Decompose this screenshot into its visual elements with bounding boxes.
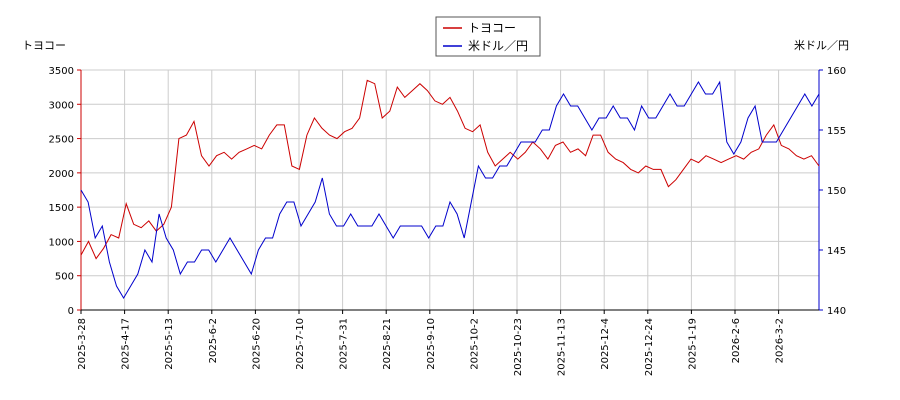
left-tick-label: 0 bbox=[68, 306, 74, 317]
x-tick-label: 2026-3-2 bbox=[775, 318, 786, 363]
right-tick-label: 140 bbox=[827, 306, 846, 317]
x-tick-label: 2025-5-13 bbox=[164, 318, 175, 370]
right-tick-label: 155 bbox=[827, 126, 846, 137]
left-tick-label: 2000 bbox=[49, 169, 74, 180]
x-tick-label: 2025-3-28 bbox=[77, 318, 88, 370]
plot-frame bbox=[81, 69, 820, 310]
x-tick-label: 2025-10-23 bbox=[513, 318, 524, 376]
left-tick-label: 500 bbox=[55, 272, 74, 283]
legend: トヨコー 米ドル／円 bbox=[435, 16, 541, 57]
right-axis: 140 145 150 155 160 bbox=[818, 66, 846, 317]
x-tick-label: 2025-6-2 bbox=[208, 318, 219, 363]
legend-box bbox=[435, 16, 541, 57]
x-tick-label: 2025-7-31 bbox=[339, 318, 350, 370]
right-axis-title: 米ドル／円 bbox=[794, 39, 849, 52]
right-tick-label: 160 bbox=[827, 66, 846, 77]
right-tick-label: 150 bbox=[827, 186, 846, 197]
series-line-usdjpy bbox=[80, 80, 820, 299]
left-tick-label: 1000 bbox=[49, 237, 74, 248]
legend-label-usdjpy: 米ドル／円 bbox=[468, 39, 528, 53]
series-line-toyoko bbox=[80, 79, 820, 260]
right-tick-label: 145 bbox=[827, 246, 846, 257]
x-tick-label: 2025-1-19 bbox=[687, 318, 698, 370]
left-tick-label: 3500 bbox=[49, 66, 74, 77]
x-tick-label: 2025-8-21 bbox=[382, 318, 393, 370]
x-tick-label: 2025-12-4 bbox=[600, 318, 611, 370]
left-axis-title: トヨコー bbox=[22, 39, 66, 52]
legend-label-toyoko: トヨコー bbox=[468, 21, 516, 35]
x-tick-label: 2025-6-20 bbox=[251, 318, 262, 370]
left-tick-label: 2500 bbox=[49, 135, 74, 146]
x-tick-label: 2025-11-13 bbox=[557, 318, 568, 376]
series-lines bbox=[80, 79, 820, 299]
left-tick-label: 3000 bbox=[49, 100, 74, 111]
x-tick-label: 2025-7-10 bbox=[295, 318, 306, 370]
x-tick-label: 2025-4-17 bbox=[121, 318, 132, 370]
x-tick-label: 2025-12-24 bbox=[644, 318, 655, 376]
grid-lines bbox=[80, 69, 819, 311]
x-tick-label: 2026-2-6 bbox=[731, 318, 742, 363]
x-tick-label: 2025-10-2 bbox=[469, 318, 480, 370]
left-tick-label: 1500 bbox=[49, 203, 74, 214]
x-axis: 2025-3-28 2025-4-17 2025-5-13 2025-6-2 2025-… bbox=[77, 309, 819, 376]
x-tick-label: 2025-9-10 bbox=[426, 318, 437, 370]
left-axis: 0 500 1000 1500 2000 2500 3000 3500 bbox=[49, 66, 82, 317]
